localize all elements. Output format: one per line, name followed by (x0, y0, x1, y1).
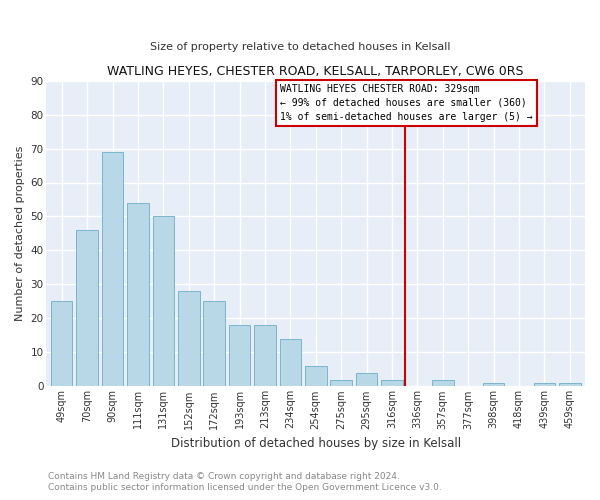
Bar (102, 152, 124, 386)
Text: WATLING HEYES CHESTER ROAD: 329sqm
← 99% of detached houses are smaller (360)
1%: WATLING HEYES CHESTER ROAD: 329sqm ← 99%… (280, 84, 533, 122)
Bar (331, 380, 352, 386)
Text: Contains public sector information licensed under the Open Government Licence v3: Contains public sector information licen… (48, 484, 442, 492)
X-axis label: Distribution of detached houses by size in Kelsall: Distribution of detached houses by size … (170, 437, 461, 450)
Bar (483, 383, 505, 386)
Bar (533, 383, 555, 386)
Bar (559, 383, 581, 386)
Text: Size of property relative to detached houses in Kelsall: Size of property relative to detached ho… (150, 42, 450, 52)
Bar (254, 325, 276, 386)
Bar (229, 325, 250, 386)
Text: Contains HM Land Registry data © Crown copyright and database right 2024.: Contains HM Land Registry data © Crown c… (48, 472, 400, 481)
Bar (203, 302, 225, 386)
Bar (178, 291, 200, 386)
Bar (76, 230, 98, 386)
Bar (356, 373, 377, 386)
Y-axis label: Number of detached properties: Number of detached properties (15, 146, 25, 321)
Bar (432, 380, 454, 386)
Bar (51, 302, 73, 386)
Bar (152, 216, 174, 386)
Title: WATLING HEYES, CHESTER ROAD, KELSALL, TARPORLEY, CW6 0RS: WATLING HEYES, CHESTER ROAD, KELSALL, TA… (107, 65, 524, 78)
Bar (381, 380, 403, 386)
Bar (280, 339, 301, 386)
Bar (305, 366, 326, 386)
Bar (127, 203, 149, 386)
